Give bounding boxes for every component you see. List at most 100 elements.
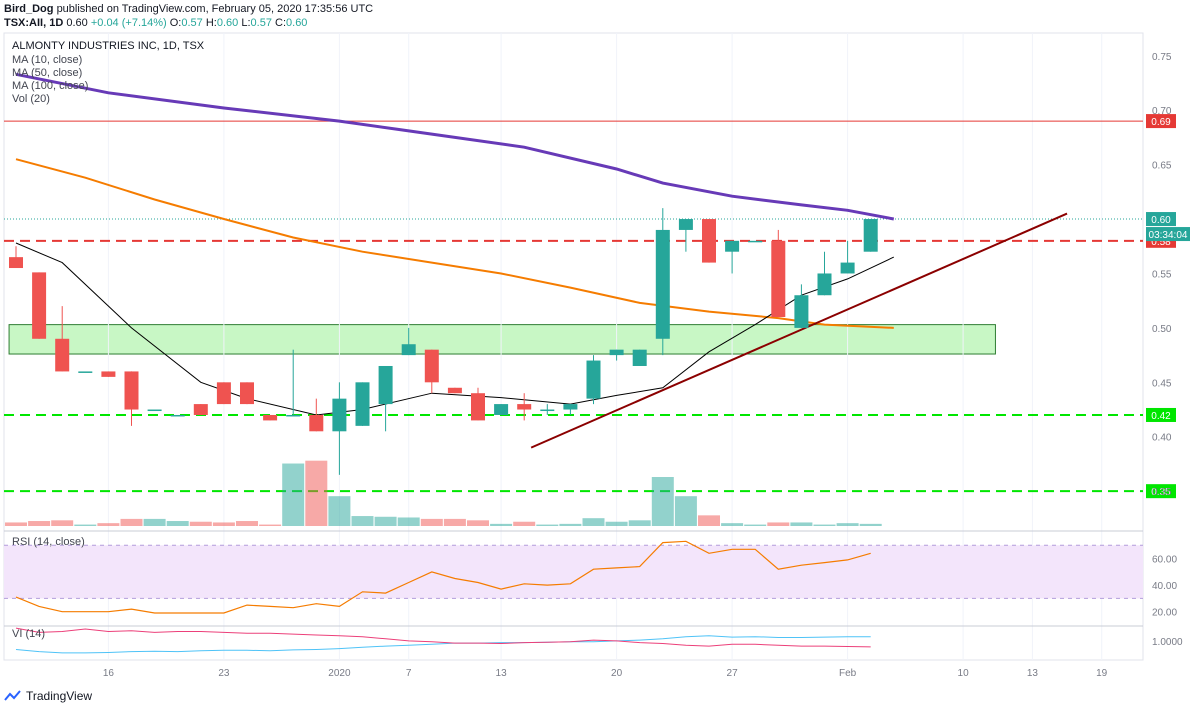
candle[interactable] — [563, 404, 578, 410]
candle[interactable] — [725, 240, 740, 252]
volume-bar[interactable] — [443, 518, 466, 526]
candle[interactable] — [771, 240, 786, 318]
candle[interactable] — [471, 393, 485, 421]
volume-bar[interactable] — [143, 518, 166, 526]
candle[interactable] — [378, 365, 393, 405]
volume-bar[interactable] — [97, 523, 120, 526]
candle[interactable] — [586, 360, 601, 399]
rsi-line[interactable] — [15, 540, 871, 614]
volume-bar[interactable] — [582, 518, 605, 526]
volume-bar[interactable] — [282, 463, 305, 526]
volume-bar[interactable] — [813, 524, 836, 526]
rsi-legend[interactable]: RSI (14, close) — [12, 536, 85, 548]
vi-minus-line[interactable] — [15, 627, 871, 648]
vi-plus-line[interactable] — [15, 635, 871, 654]
support-zone[interactable] — [8, 324, 996, 355]
candle[interactable] — [216, 382, 231, 405]
tradingview-logo-icon — [4, 690, 21, 701]
candle[interactable] — [355, 382, 370, 426]
candle[interactable] — [170, 414, 185, 417]
volume-bar[interactable] — [189, 521, 212, 526]
candle[interactable] — [332, 398, 347, 432]
candle[interactable] — [863, 219, 878, 252]
volume-bar[interactable] — [74, 524, 97, 526]
candle[interactable] — [124, 371, 139, 410]
candle[interactable] — [655, 229, 670, 339]
legend-ma50[interactable]: MA (50, close) — [12, 67, 82, 79]
candle[interactable] — [840, 262, 855, 274]
candle[interactable] — [817, 273, 832, 296]
candle[interactable] — [702, 219, 716, 263]
candle[interactable] — [240, 382, 254, 405]
volume-bar[interactable] — [767, 522, 790, 526]
volume-bar[interactable] — [536, 524, 559, 526]
last-price-label: 0.60 — [1151, 215, 1171, 226]
ma10-line[interactable] — [15, 242, 895, 416]
volume-bar[interactable] — [236, 521, 258, 526]
candle[interactable] — [263, 414, 278, 421]
volume-bar[interactable] — [305, 460, 328, 526]
candle[interactable] — [794, 295, 809, 328]
rsi-axis-tick: 20.00 — [1152, 608, 1177, 619]
volume-bar[interactable] — [490, 523, 513, 526]
footer-brand[interactable]: TradingView — [4, 689, 92, 703]
candle[interactable] — [193, 404, 208, 415]
legend-vol[interactable]: Vol (20) — [12, 93, 50, 105]
candle[interactable] — [517, 404, 532, 410]
candle[interactable] — [147, 409, 162, 412]
vi-legend[interactable]: VI (14) — [12, 628, 45, 640]
volume-bar[interactable] — [5, 522, 27, 526]
candle[interactable] — [55, 338, 70, 372]
legend-ma10[interactable]: MA (10, close) — [12, 54, 82, 66]
volume-bar[interactable] — [859, 523, 882, 526]
candle[interactable] — [609, 349, 624, 356]
author-name[interactable]: Bird_Dog — [4, 3, 54, 15]
volume-bar[interactable] — [328, 496, 351, 526]
quote-line: TSX:AII, 1D 0.60 +0.04 (+7.14%) O:0.57 H… — [4, 17, 307, 29]
candle[interactable] — [101, 371, 116, 377]
candle[interactable] — [494, 404, 509, 415]
candle[interactable] — [447, 387, 462, 394]
ma100-line[interactable] — [15, 72, 895, 221]
volume-bar[interactable] — [397, 517, 420, 526]
ohlc-o-label: O: — [169, 17, 182, 29]
volume-bar[interactable] — [836, 523, 859, 526]
candle[interactable] — [401, 344, 416, 356]
candle[interactable] — [78, 371, 93, 373]
candle[interactable] — [540, 409, 555, 412]
volume-bar[interactable] — [28, 521, 51, 526]
candle[interactable] — [286, 414, 301, 417]
time-axis-tick: 23 — [218, 668, 230, 679]
volume-bar[interactable] — [513, 521, 536, 526]
volume-bar[interactable] — [51, 520, 74, 526]
volume-bar[interactable] — [420, 518, 443, 526]
volume-bar[interactable] — [674, 496, 697, 526]
time-axis-tick: 7 — [406, 668, 412, 679]
candle[interactable] — [678, 219, 693, 230]
candle[interactable] — [632, 349, 647, 366]
volume-bar[interactable] — [212, 522, 235, 526]
volume-bar[interactable] — [628, 520, 651, 526]
volume-bar[interactable] — [559, 523, 582, 526]
volume-bar[interactable] — [605, 521, 628, 526]
ma50-line[interactable] — [15, 158, 894, 329]
volume-bar[interactable] — [790, 522, 813, 526]
volume-bar[interactable] — [744, 524, 767, 526]
candle[interactable] — [9, 257, 23, 269]
candle[interactable] — [748, 240, 763, 243]
candle[interactable] — [424, 349, 439, 383]
volume-bar[interactable] — [351, 516, 374, 526]
candle[interactable] — [309, 414, 324, 432]
volume-bar[interactable] — [651, 477, 674, 526]
candle[interactable] — [32, 272, 47, 339]
volume-bar[interactable] — [467, 520, 489, 526]
volume-bar[interactable] — [721, 523, 744, 526]
trendline[interactable] — [530, 212, 1068, 449]
legend-ma100[interactable]: MA (100, close) — [12, 80, 88, 92]
volume-bar[interactable] — [120, 518, 143, 526]
volume-bar[interactable] — [259, 524, 282, 526]
volume-bar[interactable] — [698, 515, 720, 526]
volume-bar[interactable] — [166, 521, 189, 526]
volume-bar[interactable] — [374, 516, 397, 526]
